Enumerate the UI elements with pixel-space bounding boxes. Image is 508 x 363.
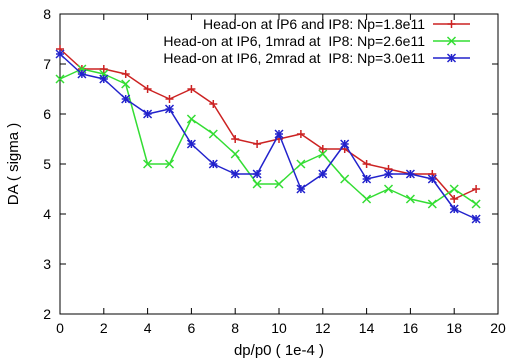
- data-point: [164, 104, 175, 114]
- y-tick-label: 8: [43, 6, 51, 22]
- x-tick-label: 2: [100, 320, 108, 336]
- x-tick-label: 18: [446, 320, 462, 336]
- data-point: [165, 95, 174, 103]
- series-layer: [55, 45, 481, 224]
- data-point: [340, 174, 350, 184]
- data-point: [318, 169, 328, 179]
- data-point: [318, 145, 327, 153]
- data-point: [164, 159, 175, 169]
- y-tick-label: 5: [43, 156, 51, 172]
- y-tick-label: 3: [43, 256, 51, 272]
- data-point: [208, 129, 218, 139]
- y-tick-label: 2: [43, 306, 51, 322]
- legend-item-1: Head-on at IP6 and IP8: Np=1.8e11: [203, 16, 470, 32]
- x-axis-title: dp/p0 ( 1e-4 ): [234, 342, 324, 359]
- data-point: [362, 160, 371, 168]
- data-point: [472, 185, 481, 193]
- data-point: [55, 49, 65, 59]
- legend-item-2: Head-on at IP6, 1mrad at IP8: Np=2.6e11: [163, 33, 470, 49]
- data-point: [143, 109, 153, 119]
- x-tick-label: 0: [56, 320, 64, 336]
- series-3: [55, 49, 481, 224]
- data-point: [362, 194, 372, 204]
- data-point: [143, 85, 152, 93]
- data-point: [187, 85, 196, 93]
- data-point: [99, 74, 109, 84]
- y-tick-label: 6: [43, 106, 51, 122]
- data-point: [274, 129, 284, 139]
- data-point: [252, 179, 262, 189]
- data-point: [449, 184, 459, 194]
- data-point: [450, 195, 459, 203]
- legend-item-3: Head-on at IP6, 2mrad at IP8: Np=3.0e11: [163, 50, 470, 66]
- data-point: [209, 100, 218, 108]
- data-point: [296, 159, 306, 169]
- data-point: [99, 65, 108, 73]
- y-tick-label: 7: [43, 56, 51, 72]
- data-point: [121, 70, 130, 78]
- x-tick-label: 14: [359, 320, 375, 336]
- data-point: [340, 139, 350, 149]
- data-point: [55, 74, 65, 84]
- data-point: [230, 169, 240, 179]
- data-point: [230, 149, 240, 159]
- data-point: [296, 184, 306, 194]
- legend-label: Head-on at IP6 and IP8: Np=1.8e11: [203, 16, 425, 32]
- series-2: [55, 64, 481, 209]
- data-point: [77, 69, 87, 79]
- x-tick-label: 10: [271, 320, 287, 336]
- data-point: [383, 169, 394, 179]
- series-line: [59, 48, 477, 200]
- legend: Head-on at IP6 and IP8: Np=1.8e11Head-on…: [163, 16, 470, 66]
- data-point: [383, 184, 394, 194]
- data-point: [253, 140, 262, 148]
- x-tick-label: 12: [315, 320, 331, 336]
- data-point: [121, 94, 131, 104]
- legend-label: Head-on at IP6, 2mrad at IP8: Np=3.0e11: [163, 50, 425, 66]
- data-point: [471, 214, 481, 224]
- data-point: [362, 174, 372, 184]
- y-tick-label: 4: [43, 206, 51, 222]
- data-point: [449, 204, 459, 214]
- data-point: [405, 194, 415, 204]
- x-tick-label: 16: [403, 320, 419, 336]
- data-point: [427, 174, 437, 184]
- series-line: [59, 68, 477, 205]
- data-point: [427, 199, 437, 209]
- legend-marker: [446, 53, 457, 63]
- data-point: [186, 139, 196, 149]
- data-point: [296, 130, 305, 138]
- legend-marker: [446, 36, 457, 46]
- data-point: [274, 179, 284, 189]
- x-tick-label: 6: [188, 320, 196, 336]
- series-1: [56, 45, 481, 203]
- x-tick-label: 20: [490, 320, 506, 336]
- data-point: [143, 159, 153, 169]
- data-point: [318, 149, 328, 159]
- data-point: [208, 159, 218, 169]
- data-point: [471, 199, 481, 209]
- data-point: [231, 135, 240, 143]
- data-point: [405, 169, 415, 179]
- x-tick-label: 4: [144, 320, 152, 336]
- data-point: [186, 114, 196, 124]
- series-line: [59, 53, 477, 220]
- y-axis-title: DA ( sigma ): [5, 123, 22, 206]
- legend-label: Head-on at IP6, 1mrad at IP8: Np=2.6e11: [163, 33, 425, 49]
- data-point: [121, 79, 131, 89]
- data-point: [252, 169, 262, 179]
- x-tick-label: 8: [231, 320, 239, 336]
- legend-marker: [447, 20, 456, 28]
